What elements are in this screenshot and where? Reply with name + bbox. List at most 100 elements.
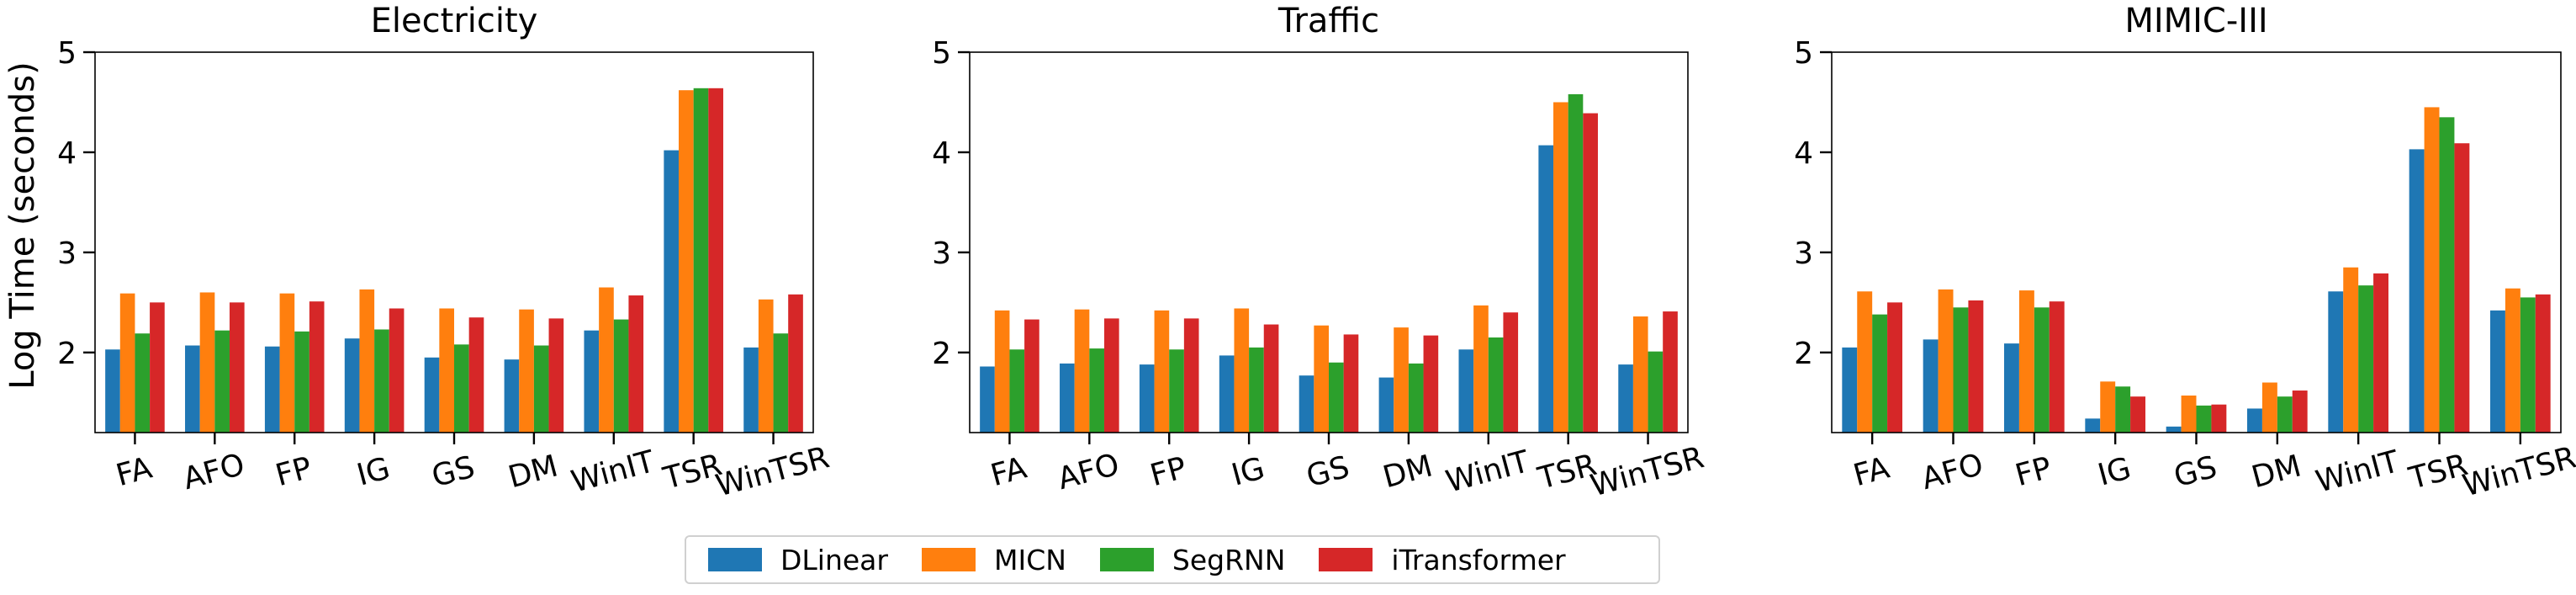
- bar-electricity-micn-afo: [199, 292, 215, 433]
- bar-electricity-micn-gs: [439, 308, 454, 433]
- bar-electricity-dlinear-fa: [105, 349, 120, 433]
- legend-item-micn: MICN: [921, 543, 1066, 576]
- x-tick-label-mimic-iii-gs: GS: [2171, 450, 2221, 495]
- bar-electricity-dlinear-winit: [584, 330, 600, 433]
- legend-label-micn: MICN: [993, 543, 1066, 576]
- bar-electricity-itransformer-wintsr: [788, 294, 803, 433]
- x-tick-label-electricity-winit: WinIT: [568, 444, 659, 500]
- x-tick-label-electricity-gs: GS: [428, 450, 479, 495]
- y-tick-label-mimic-iii-5: 5: [1794, 36, 1813, 71]
- bar-mimic-iii-micn-ig: [2100, 381, 2116, 433]
- bar-electricity-micn-tsr: [679, 90, 694, 433]
- bar-traffic-segrnn-wintsr: [1648, 351, 1664, 433]
- bar-traffic-micn-gs: [1314, 325, 1329, 433]
- bar-electricity-itransformer-fp: [309, 301, 325, 433]
- x-tick-label-traffic-dm: DM: [1379, 449, 1436, 495]
- bar-electricity-segrnn-wintsr: [773, 333, 789, 433]
- bar-mimic-iii-micn-afo: [1938, 289, 1954, 433]
- bar-mimic-iii-dlinear-fp: [2004, 343, 2019, 433]
- bar-electricity-dlinear-fp: [264, 346, 280, 433]
- bar-mimic-iii-itransformer-fa: [1887, 302, 1902, 433]
- bar-traffic-itransformer-afo: [1103, 318, 1119, 433]
- bar-electricity-micn-winit: [599, 287, 614, 433]
- x-tick-label-traffic-wintsr: WinTSR: [1587, 440, 1707, 503]
- bar-mimic-iii-dlinear-wintsr: [2490, 310, 2505, 433]
- bar-electricity-segrnn-fa: [135, 333, 151, 433]
- bar-traffic-itransformer-tsr: [1583, 113, 1598, 433]
- bar-traffic-micn-wintsr: [1632, 316, 1648, 433]
- y-axis-label: Log Time (seconds): [3, 61, 42, 389]
- bar-mimic-iii-dlinear-dm: [2247, 408, 2262, 433]
- legend-item-dlinear: DLinear: [708, 544, 888, 576]
- bar-traffic-dlinear-fp: [1139, 364, 1155, 433]
- bar-mimic-iii-segrnn-winit: [2358, 285, 2374, 433]
- bar-electricity-micn-fa: [119, 293, 135, 433]
- chart-title-mimic-iii: MIMIC-III: [2124, 2, 2267, 40]
- bar-electricity-segrnn-afo: [214, 330, 230, 433]
- bar-traffic-itransformer-fa: [1024, 319, 1039, 433]
- x-tick-label-electricity-ig: IG: [353, 451, 394, 493]
- bar-electricity-itransformer-winit: [628, 295, 644, 433]
- bar-traffic-itransformer-dm: [1423, 335, 1439, 433]
- bar-traffic-micn-ig: [1234, 308, 1250, 433]
- bar-mimic-iii-segrnn-afo: [1953, 307, 1969, 433]
- bar-electricity-dlinear-afo: [185, 345, 200, 433]
- y-tick-label-traffic-4: 4: [932, 136, 951, 171]
- bar-mimic-iii-itransformer-fp: [2049, 301, 2065, 433]
- y-tick-label-traffic-2: 2: [932, 337, 951, 371]
- bar-mimic-iii-micn-fp: [2018, 290, 2034, 433]
- x-tick-label-traffic-winit: WinIT: [1442, 444, 1533, 500]
- bar-traffic-micn-tsr: [1553, 102, 1568, 433]
- legend-swatch-itransformer: [1319, 548, 1373, 571]
- bar-mimic-iii-segrnn-dm: [2277, 396, 2293, 433]
- y-tick-label-mimic-iii-4: 4: [1794, 136, 1813, 171]
- bar-traffic-itransformer-wintsr: [1663, 311, 1678, 433]
- bar-traffic-itransformer-fp: [1183, 318, 1199, 433]
- bar-electricity-segrnn-ig: [374, 329, 389, 433]
- x-tick-label-electricity-afo: AFO: [179, 448, 248, 497]
- x-tick-label-mimic-iii-fp: FP: [2012, 451, 2055, 494]
- legend-swatch-dlinear: [708, 548, 762, 571]
- bar-mimic-iii-micn-tsr: [2424, 107, 2440, 433]
- y-tick-label-electricity-4: 4: [57, 136, 77, 171]
- bar-traffic-dlinear-fa: [980, 366, 995, 433]
- x-tick-label-mimic-iii-ig: IG: [2094, 451, 2134, 493]
- bar-traffic-dlinear-dm: [1378, 377, 1394, 433]
- bar-traffic-micn-winit: [1473, 305, 1489, 433]
- bar-mimic-iii-dlinear-fa: [1842, 347, 1858, 433]
- bar-mimic-iii-segrnn-gs: [2196, 405, 2212, 433]
- bar-mimic-iii-itransformer-gs: [2211, 404, 2227, 433]
- bar-electricity-segrnn-gs: [454, 344, 469, 433]
- bar-traffic-dlinear-wintsr: [1618, 364, 1633, 433]
- legend-label-itransformer: iTransformer: [1391, 543, 1566, 576]
- bar-electricity-micn-fp: [279, 293, 295, 433]
- bar-electricity-segrnn-winit: [613, 319, 629, 433]
- bar-mimic-iii-dlinear-afo: [1923, 339, 1939, 433]
- x-tick-label-electricity-wintsr: WinTSR: [712, 440, 833, 503]
- bar-electricity-micn-ig: [359, 289, 375, 433]
- bar-electricity-dlinear-wintsr: [743, 347, 759, 433]
- legend-swatch-micn: [921, 548, 976, 571]
- bar-traffic-itransformer-gs: [1343, 334, 1359, 433]
- x-tick-label-traffic-fp: FP: [1146, 451, 1190, 494]
- bar-electricity-itransformer-afo: [229, 302, 245, 433]
- legend-label-segrnn: SegRNN: [1172, 543, 1286, 576]
- bar-mimic-iii-dlinear-gs: [2166, 426, 2182, 433]
- bar-traffic-segrnn-winit: [1488, 337, 1504, 433]
- legend-item-itransformer: iTransformer: [1319, 543, 1566, 576]
- x-tick-label-traffic-gs: GS: [1303, 450, 1353, 495]
- x-tick-label-electricity-fa: FA: [113, 451, 156, 494]
- legend-item-segrnn: SegRNN: [1099, 543, 1286, 576]
- y-tick-label-mimic-iii-3: 3: [1794, 236, 1813, 271]
- bar-electricity-dlinear-dm: [504, 359, 520, 433]
- bar-traffic-segrnn-ig: [1249, 347, 1264, 433]
- bar-traffic-segrnn-fa: [1009, 349, 1025, 433]
- bar-electricity-dlinear-ig: [344, 338, 360, 433]
- bar-mimic-iii-itransformer-ig: [2130, 396, 2145, 433]
- bar-traffic-segrnn-tsr: [1568, 93, 1584, 433]
- x-tick-label-electricity-fp: FP: [272, 451, 315, 494]
- bar-mimic-iii-segrnn-fp: [2034, 307, 2050, 433]
- bar-electricity-segrnn-fp: [294, 331, 309, 433]
